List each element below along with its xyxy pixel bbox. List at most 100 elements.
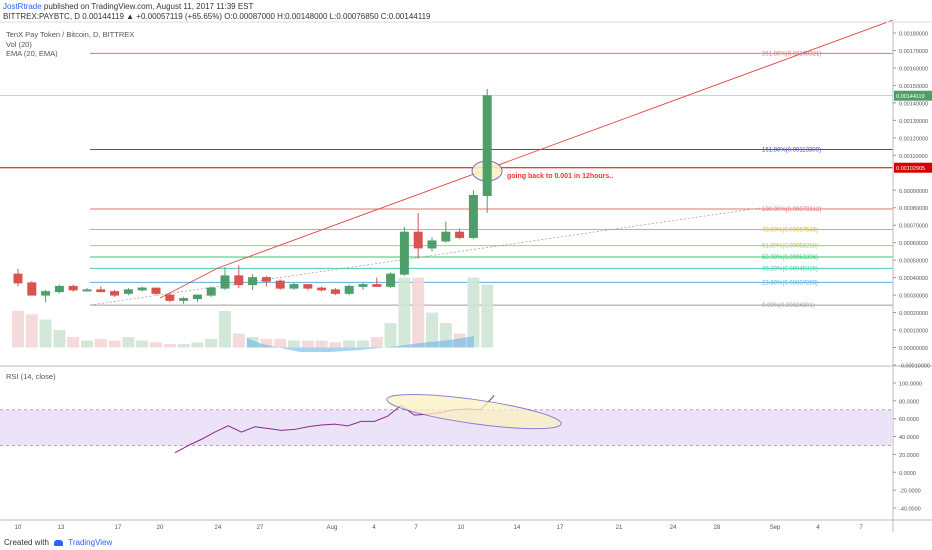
created-with-text: Created with: [4, 538, 49, 547]
volume-bar: [219, 310, 231, 348]
price-tick-label: 0.00180000: [899, 32, 928, 38]
candle-body: [441, 231, 451, 242]
candle-body: [261, 277, 271, 282]
line-price-label-bg: [894, 162, 932, 173]
volume-bar: [288, 340, 300, 348]
volume-bars: [12, 277, 494, 352]
candle-body: [399, 231, 409, 275]
volume-legend: Vol (20): [6, 40, 32, 49]
price-tick-label: 0.00020000: [899, 311, 928, 317]
rsi-tick-label: 40.0000: [899, 435, 919, 441]
price-axis: 0.00180000 0.00170000 0.00160000 0.00150000…: [0, 21, 932, 532]
volume-bar: [81, 340, 93, 348]
volume-bar: [274, 338, 287, 348]
price-tick-label: 0.00110000: [899, 154, 928, 160]
volume-bar: [39, 319, 52, 348]
candle-body: [220, 275, 230, 289]
candle-body: [41, 291, 51, 296]
date-tick-label: 10: [15, 525, 22, 531]
candle-body: [303, 284, 313, 289]
price-tick-label: 0.00070000: [899, 224, 928, 230]
fibonacci-levels: 0.00%(0.00024301) 23.60%(0.00037283) 38.20…: [0, 51, 893, 309]
price-tick-label: 0.00160000: [899, 66, 928, 72]
volume-bar: [232, 333, 245, 348]
volume-bar: [122, 337, 135, 348]
date-tick-label: 27: [257, 525, 264, 531]
fib-level-label: 261.80%(0.00168321): [762, 51, 821, 57]
volume-bar: [150, 342, 162, 348]
candle-body: [151, 287, 161, 294]
volume-bar: [53, 330, 66, 348]
fib-level-label: 161.80%(0.00113309): [762, 148, 821, 154]
price-tick-label: 0.00150000: [899, 84, 928, 90]
price-tick-label: 0.00090000: [899, 189, 928, 195]
price-tick-label: 0.00130000: [899, 119, 928, 125]
date-tick-label: 4: [816, 525, 820, 531]
candle-body: [413, 231, 423, 249]
candle-body: [248, 277, 258, 286]
fib-level-label: 38.20%(0.00045315): [762, 266, 818, 272]
candle-body: [110, 291, 120, 296]
line-price-label: 0.00102905: [896, 166, 925, 172]
rsi-ellipse: [386, 394, 562, 430]
date-axis: 10 13 17 20 24 27 Aug 4 7 10 14 17 21 24 28 Sep 4 7: [15, 525, 864, 531]
candle-body: [344, 285, 354, 294]
volume-bar: [301, 340, 314, 348]
published-text: published on TradingView.com, August 11,…: [43, 2, 254, 11]
volume-bar: [177, 344, 190, 348]
dashed-trend-line: [89, 207, 761, 306]
author-link[interactable]: JostRtrade: [3, 2, 42, 11]
price-tick-label: 0.00170000: [899, 49, 928, 55]
volume-bar: [370, 337, 383, 348]
tradingview-logo-icon: [54, 539, 64, 546]
fib-level-label: 61.80%(0.00058298): [762, 244, 818, 250]
candle-body: [455, 231, 465, 238]
date-tick-label: 17: [557, 525, 564, 531]
candle-body: [123, 289, 133, 294]
date-tick-label: 10: [458, 525, 465, 531]
date-tick-label: 20: [157, 525, 164, 531]
date-tick-label: 24: [670, 525, 677, 531]
price-tick-label: 0.00120000: [899, 136, 928, 142]
rsi-tick-label: -40.0000: [899, 507, 921, 513]
candle-body: [165, 294, 175, 301]
fib-level-label: 0.00%(0.00024301): [762, 303, 815, 309]
tradingview-link[interactable]: TradingView: [68, 538, 113, 547]
date-tick-label: 24: [215, 525, 222, 531]
volume-bar: [260, 338, 273, 348]
candle-body: [96, 289, 106, 293]
volume-bar: [205, 338, 218, 348]
candle-body: [289, 284, 299, 289]
volume-bar: [384, 323, 397, 348]
annotation-text: going back to 0.001 in 12hours..: [507, 173, 613, 180]
price-tick-label: -0.00010000: [899, 364, 930, 370]
footer: Created with TradingView: [4, 538, 112, 547]
date-tick-label: Aug: [327, 525, 338, 531]
candle-body: [275, 280, 285, 289]
symbol-legend: TenX Pay Token / Bitcoin, D, BITTREX: [6, 30, 135, 39]
volume-bar: [467, 277, 480, 348]
date-tick-label: 28: [714, 525, 721, 531]
last-price-label: 0.00144119: [896, 94, 925, 100]
price-tick-label: 0.00010000: [899, 329, 928, 335]
candle-body: [468, 195, 478, 238]
price-tick-label: 0.00000000: [899, 346, 928, 352]
candles: [13, 88, 492, 304]
volume-bar: [25, 314, 38, 348]
date-tick-label: 7: [414, 525, 418, 531]
rsi-legend: RSI (14, close): [6, 372, 56, 381]
date-tick-label: 7: [859, 525, 863, 531]
volume-bar: [481, 284, 494, 348]
price-tick-label: 0.00030000: [899, 294, 928, 300]
candle-body: [234, 275, 244, 286]
ticker-line: BITTREX:PAYBTC, D 0.00144119 ▲ +0.000571…: [3, 12, 431, 21]
publisher-line: JostRtrade published on TradingView.com,…: [3, 2, 253, 11]
volume-bar: [191, 342, 204, 348]
candle-body: [386, 273, 396, 287]
volume-bar: [343, 340, 356, 348]
date-tick-label: Sep: [770, 525, 781, 531]
volume-bar: [398, 277, 411, 348]
rsi-pane: 100.0000 80.0000 60.0000 40.0000 20.0000 0.00…: [0, 382, 922, 513]
candle-body: [330, 289, 340, 294]
